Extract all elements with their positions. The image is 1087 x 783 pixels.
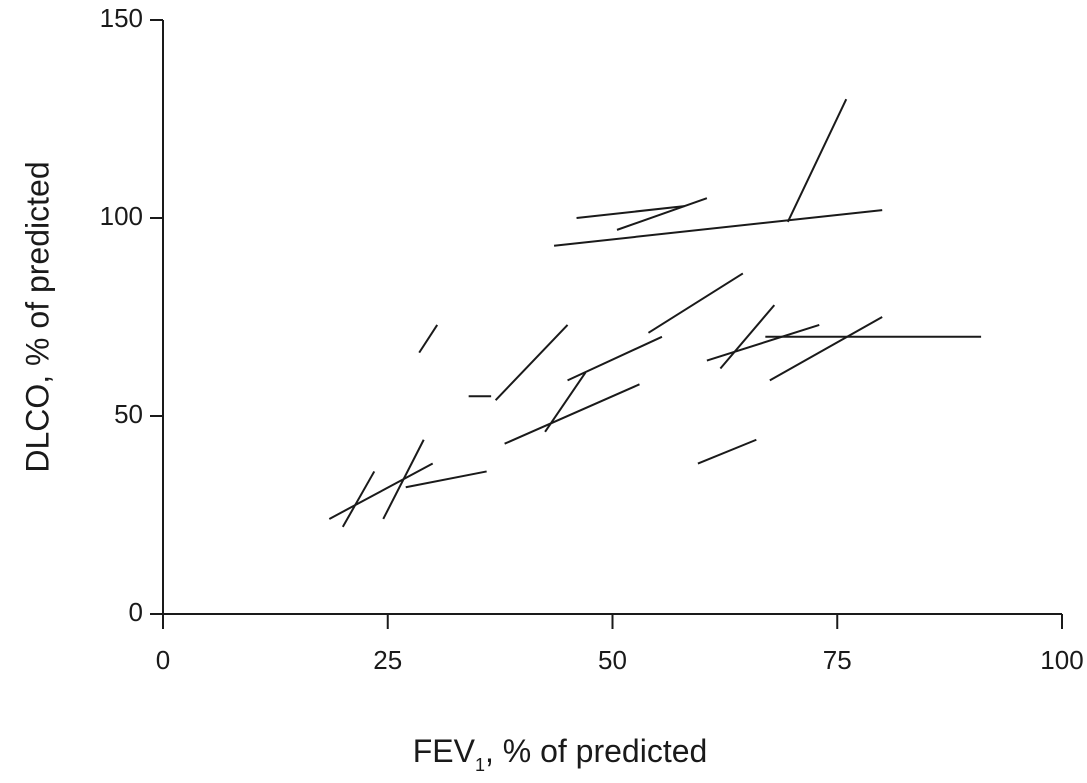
- data-segment: [494, 324, 569, 401]
- data-segment: [697, 438, 757, 465]
- x-tick-label: 0: [156, 645, 170, 675]
- data-segment: [405, 470, 487, 489]
- y-axis-title: DLCO, % of predicted: [19, 161, 55, 472]
- data-segment: [719, 304, 776, 370]
- data-segment: [576, 205, 685, 219]
- x-axis-title-rest: , % of predicted: [485, 733, 707, 769]
- y-ticks: 0 50 100 150: [100, 3, 163, 627]
- data-segment: [328, 462, 434, 520]
- y-tick-label: 0: [129, 597, 143, 627]
- x-ticks: 0 25 50 75 100: [156, 614, 1084, 675]
- x-tick-label: 50: [598, 645, 627, 675]
- data-segment: [544, 371, 587, 433]
- data-segment: [418, 324, 439, 354]
- x-axis-title-subscript: 1: [475, 755, 485, 775]
- y-tick-label: 50: [114, 399, 143, 429]
- x-tick-label: 75: [823, 645, 852, 675]
- x-tick-label: 100: [1040, 645, 1083, 675]
- data-segment: [341, 470, 376, 528]
- y-tick-label: 150: [100, 3, 143, 33]
- data-segment: [553, 209, 883, 247]
- data-segment: [504, 383, 640, 445]
- data-segments: [328, 98, 982, 528]
- y-tick-label: 100: [100, 201, 143, 231]
- data-segment: [786, 98, 848, 223]
- data-segment: [382, 439, 425, 520]
- data-segment: [647, 272, 744, 334]
- data-segment: [616, 197, 708, 231]
- x-axis-title: FEV1, % of predicted: [413, 733, 708, 775]
- data-segment: [769, 316, 883, 382]
- x-tick-label: 25: [373, 645, 402, 675]
- x-axis-title-main: FEV: [413, 733, 476, 769]
- data-segment: [567, 335, 663, 382]
- data-segment: [706, 323, 820, 362]
